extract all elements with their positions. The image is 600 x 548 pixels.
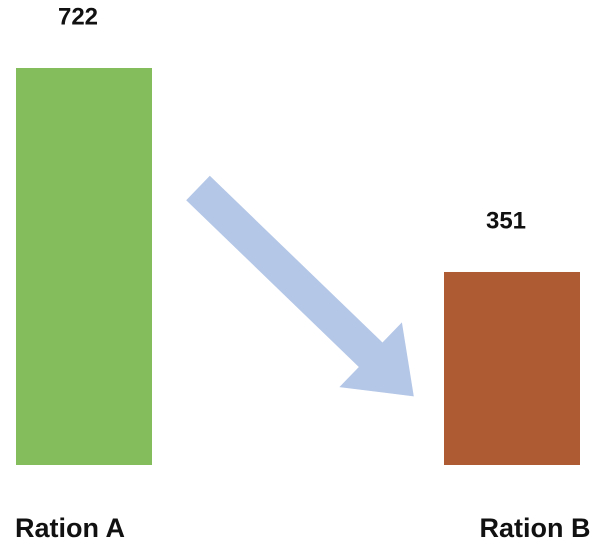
category-label: Ration B [480,513,591,543]
value-label: 722 [58,3,98,30]
arrow [186,175,414,397]
bar [16,68,152,465]
bar [444,271,580,465]
category-label: Ration A [15,513,125,543]
value-label: 351 [486,207,526,234]
